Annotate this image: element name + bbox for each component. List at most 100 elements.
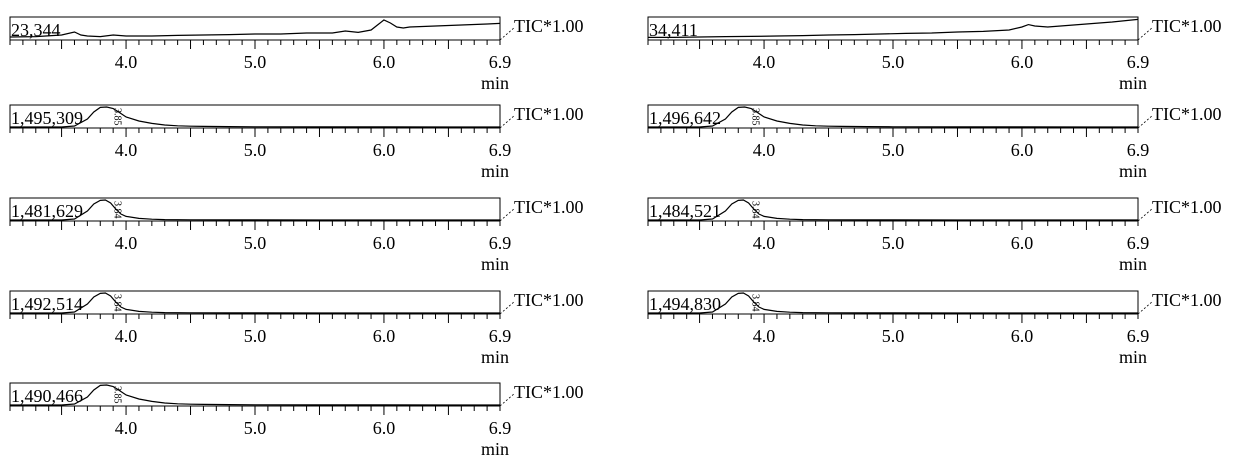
x-tick-label: 6.0 — [373, 326, 396, 346]
x-tick-label: 4.0 — [753, 52, 776, 72]
x-unit-label: min — [481, 439, 509, 459]
x-tick-label: 6.9 — [1127, 52, 1150, 72]
x-tick-label: 6.9 — [489, 326, 512, 346]
y-scale-label: 1,496,642 — [649, 108, 721, 128]
trace-scale-label: TIC*1.00 — [1152, 104, 1222, 124]
tic-trace — [9, 19, 501, 38]
tic-trace — [10, 199, 500, 221]
x-unit-label: min — [481, 254, 509, 274]
label-leader-line — [499, 207, 516, 222]
x-tick-label: 5.0 — [882, 52, 905, 72]
y-scale-label: 1,490,466 — [11, 386, 83, 406]
label-leader-line — [499, 114, 516, 129]
tic-trace — [648, 18, 1139, 38]
y-scale-label: 1,495,309 — [11, 108, 83, 128]
trace-scale-label: TIC*1.00 — [514, 382, 584, 402]
x-unit-label: min — [481, 347, 509, 367]
y-scale-label: 1,494,830 — [649, 294, 721, 314]
peak-retention-label: 3.84 — [112, 201, 123, 219]
trace-scale-label: TIC*1.00 — [1152, 290, 1222, 310]
x-tick-label: 5.0 — [244, 140, 267, 160]
x-tick-label: 6.9 — [1127, 233, 1150, 253]
peak-retention-label: 3.85 — [750, 108, 761, 126]
tic-trace — [10, 292, 500, 314]
label-leader-line — [499, 26, 516, 41]
peak-retention-label: 3.85 — [112, 386, 123, 404]
x-tick-label: 4.0 — [115, 418, 138, 438]
x-tick-label: 5.0 — [882, 326, 905, 346]
x-tick-label: 6.0 — [373, 233, 396, 253]
x-tick-label: 4.0 — [753, 326, 776, 346]
x-unit-label: min — [1119, 254, 1147, 274]
peak-retention-label: 3.84 — [750, 201, 761, 219]
x-unit-label: min — [481, 73, 509, 93]
plot-frame — [9, 104, 501, 129]
peak-retention-label: 3.84 — [750, 294, 761, 312]
x-tick-label: 6.0 — [373, 418, 396, 438]
x-tick-label: 5.0 — [882, 140, 905, 160]
x-tick-label: 4.0 — [753, 233, 776, 253]
trace-scale-label: TIC*1.00 — [514, 104, 584, 124]
plot-frame — [9, 197, 501, 222]
x-tick-label: 5.0 — [244, 326, 267, 346]
x-tick-label: 6.9 — [1127, 326, 1150, 346]
x-unit-label: min — [1119, 73, 1147, 93]
x-tick-label: 6.9 — [1127, 140, 1150, 160]
y-scale-label: 1,492,514 — [11, 294, 83, 314]
x-tick-label: 6.9 — [489, 140, 512, 160]
y-scale-label: 1,484,521 — [649, 201, 721, 221]
label-leader-line — [1137, 114, 1154, 129]
x-tick-label: 5.0 — [244, 233, 267, 253]
label-leader-line — [1137, 207, 1154, 222]
tic-trace — [10, 384, 500, 406]
x-tick-label: 6.0 — [373, 140, 396, 160]
tic-trace — [648, 106, 1138, 128]
plot-frame — [9, 16, 501, 41]
x-unit-label: min — [481, 161, 509, 181]
x-tick-label: 6.9 — [489, 233, 512, 253]
x-tick-label: 6.0 — [1011, 52, 1034, 72]
x-tick-label: 4.0 — [753, 140, 776, 160]
label-leader-line — [1137, 26, 1154, 41]
y-scale-label: 1,481,629 — [11, 201, 83, 221]
x-tick-label: 6.0 — [1011, 233, 1034, 253]
plot-frame — [9, 290, 501, 315]
y-scale-label: 23,344 — [11, 20, 61, 40]
trace-scale-label: TIC*1.00 — [514, 290, 584, 310]
peak-retention-label: 3.85 — [112, 108, 123, 126]
trace-scale-label: TIC*1.00 — [1152, 16, 1222, 36]
x-tick-label: 6.9 — [489, 52, 512, 72]
x-tick-label: 4.0 — [115, 233, 138, 253]
plot-frame — [647, 197, 1139, 222]
tic-trace — [10, 106, 500, 128]
label-leader-line — [499, 300, 516, 315]
plot-frame — [9, 382, 501, 407]
x-tick-label: 6.0 — [1011, 326, 1034, 346]
x-tick-label: 6.9 — [489, 418, 512, 438]
tic-trace — [648, 199, 1138, 221]
plot-frame — [647, 104, 1139, 129]
peak-retention-label: 3.84 — [112, 294, 123, 312]
plot-frame — [647, 290, 1139, 315]
x-tick-label: 5.0 — [882, 233, 905, 253]
x-tick-label: 5.0 — [244, 52, 267, 72]
tic-trace — [648, 292, 1138, 314]
trace-scale-label: TIC*1.00 — [1152, 197, 1222, 217]
x-tick-label: 4.0 — [115, 326, 138, 346]
x-tick-label: 5.0 — [244, 418, 267, 438]
x-tick-label: 4.0 — [115, 140, 138, 160]
trace-scale-label: TIC*1.00 — [514, 197, 584, 217]
trace-scale-label: TIC*1.00 — [514, 16, 584, 36]
label-leader-line — [1137, 300, 1154, 315]
label-leader-line — [499, 392, 516, 407]
